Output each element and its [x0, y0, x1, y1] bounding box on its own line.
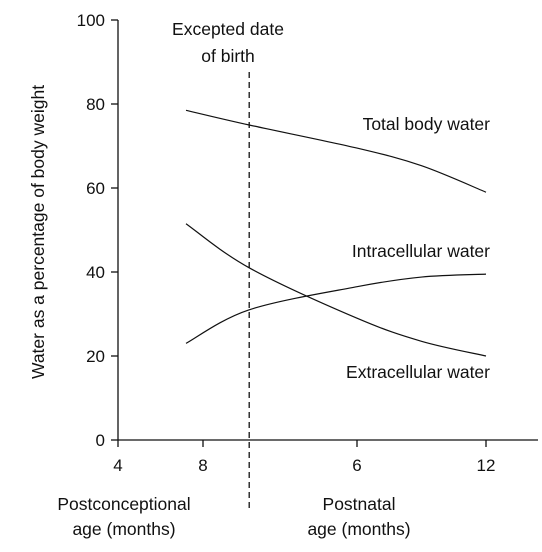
x-ticks: 4 8 6 12: [113, 440, 495, 475]
x-tick-label-3: 12: [477, 456, 496, 475]
x-tick-label-1: 8: [198, 456, 207, 475]
y-tick-label-100: 100: [77, 11, 105, 30]
x-group-label-postconceptional-line2: age (months): [72, 519, 175, 539]
curves: [185, 109, 487, 357]
y-tick-label-20: 20: [86, 347, 105, 366]
x-tick-label-2: 6: [352, 456, 361, 475]
series-line-intracellular-water: [185, 273, 487, 344]
x-group-label-postconceptional-line1: Postconceptional: [57, 494, 190, 514]
birth-label-line2: of birth: [201, 46, 255, 66]
y-tick-label-40: 40: [86, 263, 105, 282]
y-ticks: 0 20 40 60 80 100: [77, 11, 118, 450]
series-label-extracellular-water: Extracellular water: [346, 362, 490, 382]
y-axis-title: Water as a percentage of body weight: [28, 85, 48, 379]
series-label-intracellular-water: Intracellular water: [352, 241, 490, 261]
y-tick-label-60: 60: [86, 179, 105, 198]
series-line-extracellular-water: [185, 223, 487, 357]
y-tick-label-80: 80: [86, 95, 105, 114]
x-group-label-postnatal-line2: age (months): [307, 519, 410, 539]
y-tick-label-0: 0: [96, 431, 105, 450]
series-line-total-body-water: [185, 109, 487, 193]
axes: [117, 20, 538, 441]
x-tick-label-0: 4: [113, 456, 122, 475]
x-group-label-postnatal-line1: Postnatal: [323, 494, 396, 514]
birth-label-line1: Excepted date: [172, 19, 284, 39]
series-label-total-body-water: Total body water: [363, 114, 491, 134]
